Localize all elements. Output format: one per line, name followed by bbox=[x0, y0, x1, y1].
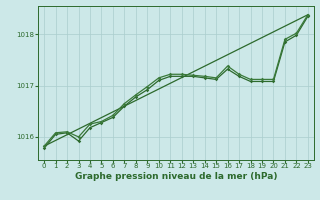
X-axis label: Graphe pression niveau de la mer (hPa): Graphe pression niveau de la mer (hPa) bbox=[75, 172, 277, 181]
